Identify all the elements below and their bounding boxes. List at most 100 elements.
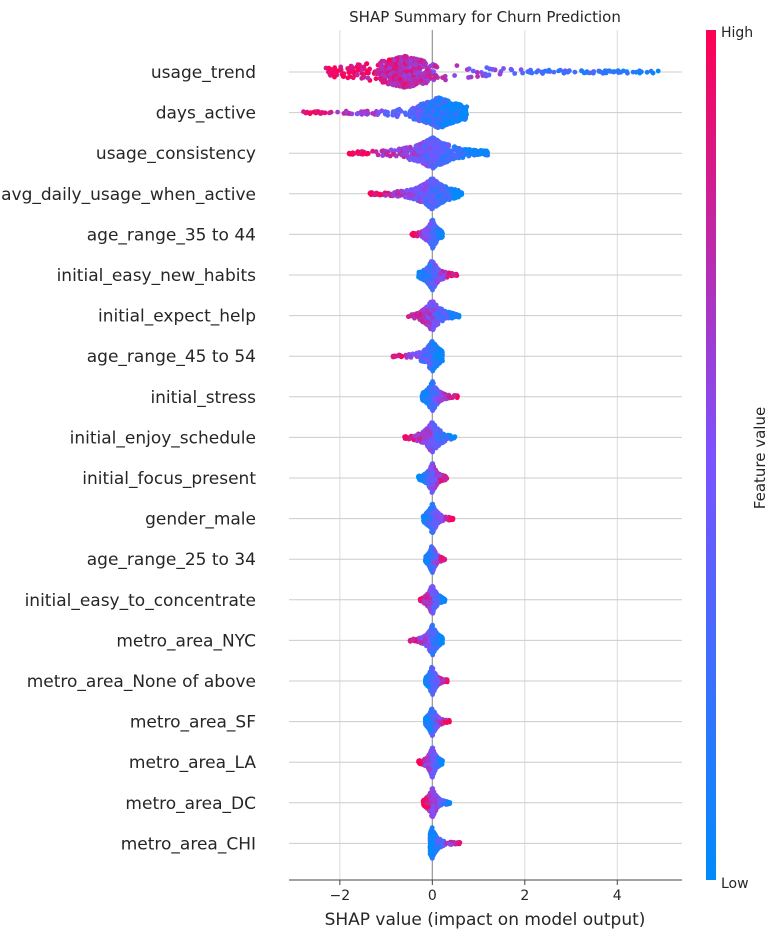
shap-point — [429, 184, 434, 189]
shap-point — [349, 112, 354, 117]
shap-point — [370, 111, 375, 116]
shap-point — [421, 154, 426, 159]
shap-point — [395, 108, 400, 113]
shap-point — [431, 150, 436, 155]
shap-point — [385, 110, 390, 115]
shap-point — [440, 106, 445, 111]
shap-point — [433, 75, 438, 80]
shap-point — [656, 69, 661, 74]
shap-point — [361, 152, 366, 157]
shap-point — [429, 393, 434, 398]
shap-point — [408, 157, 413, 162]
points-layer — [301, 54, 660, 861]
shap-point — [418, 78, 423, 83]
shap-point — [430, 405, 435, 410]
shap-point — [392, 58, 397, 63]
shap-point — [308, 110, 313, 115]
shap-point — [429, 308, 434, 313]
shap-point — [490, 67, 495, 72]
shap-point — [434, 320, 439, 325]
shap-point — [433, 63, 438, 68]
shap-point — [427, 149, 432, 154]
shap-point — [364, 71, 369, 76]
shap-point — [424, 440, 429, 445]
shap-point — [374, 76, 379, 81]
shap-point — [467, 66, 472, 71]
shap-point — [414, 113, 419, 118]
shap-point — [435, 353, 440, 358]
shap-point — [451, 272, 456, 277]
shap-point — [423, 181, 428, 186]
shap-point — [414, 196, 419, 201]
shap-point — [404, 436, 409, 441]
shap-point — [391, 109, 396, 114]
shap-point — [625, 71, 630, 76]
shap-point — [430, 139, 435, 144]
shap-point — [410, 82, 415, 87]
shap-point — [344, 110, 349, 115]
shap-point — [484, 153, 489, 158]
shap-point — [417, 352, 422, 357]
shap-point — [434, 445, 439, 450]
shap-point — [410, 352, 415, 357]
shap-point — [440, 187, 445, 192]
shap-point — [444, 117, 449, 122]
shap-point — [443, 144, 448, 149]
shap-point — [434, 240, 439, 245]
shap-point — [475, 70, 480, 75]
shap-point — [634, 70, 639, 75]
shap-point — [424, 162, 429, 167]
shap-point — [413, 58, 418, 63]
shap-point — [403, 81, 408, 86]
shap-point — [389, 148, 394, 153]
shap-point — [461, 152, 466, 157]
shap-point — [422, 61, 427, 66]
shap-point — [430, 230, 435, 235]
shap-point — [425, 429, 430, 434]
shap-point — [395, 189, 400, 194]
shap-point — [434, 278, 439, 283]
shap-point — [436, 359, 441, 364]
shap-point — [398, 65, 403, 70]
shap-point — [425, 401, 430, 406]
shap-point — [411, 150, 416, 155]
shap-point — [413, 188, 418, 193]
shap-point — [434, 163, 439, 168]
shap-point — [543, 69, 548, 74]
shap-point — [430, 190, 435, 195]
shap-point — [380, 67, 385, 72]
shap-point — [345, 66, 350, 71]
shap-point — [483, 72, 488, 77]
shap-point — [573, 70, 578, 75]
shap-point — [394, 154, 399, 159]
shap-point — [442, 273, 447, 278]
shap-point — [415, 159, 420, 164]
shap-point — [359, 109, 364, 114]
shap-point — [404, 145, 409, 150]
shap-point — [351, 75, 356, 80]
shap-point — [327, 66, 332, 71]
shap-point — [451, 113, 456, 118]
shap-point — [319, 111, 324, 116]
shap-point — [329, 110, 334, 115]
shap-point — [426, 119, 431, 124]
shap-point — [434, 100, 439, 105]
shap-point — [414, 117, 419, 122]
shap-point — [612, 69, 617, 74]
shap-point — [384, 151, 389, 156]
shap-point — [440, 158, 445, 163]
shap-point — [429, 239, 434, 244]
shap-point — [428, 448, 433, 453]
shap-point — [395, 114, 400, 119]
shap-point — [415, 232, 420, 237]
shap-point — [552, 70, 557, 75]
shap-point — [436, 139, 441, 144]
shap-point — [417, 270, 422, 275]
shap-point — [408, 60, 413, 65]
shap-point — [433, 428, 438, 433]
shap-point — [429, 104, 434, 109]
shap-point — [407, 72, 412, 77]
shap-point — [382, 59, 387, 64]
shap-point — [447, 197, 452, 202]
shap-point — [382, 78, 387, 83]
